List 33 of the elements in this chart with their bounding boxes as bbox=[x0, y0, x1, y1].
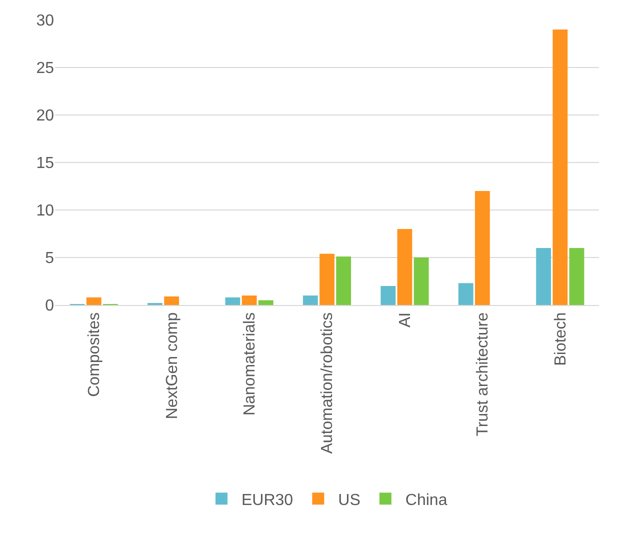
x-tick-label: Composites bbox=[86, 312, 104, 397]
y-tick-label: 10 bbox=[36, 202, 54, 220]
bar bbox=[164, 296, 180, 305]
bar bbox=[397, 229, 412, 305]
x-tick-label: Trust architecture bbox=[474, 312, 492, 436]
bar bbox=[86, 297, 102, 305]
bar bbox=[414, 258, 429, 305]
bar bbox=[336, 256, 352, 305]
x-tick-label: Automation/robotics bbox=[319, 312, 336, 454]
bar bbox=[569, 248, 584, 305]
y-tick-label: 0 bbox=[45, 298, 54, 315]
x-tick-label: Biotech bbox=[552, 312, 570, 366]
y-tick-label: 25 bbox=[36, 60, 54, 78]
x-tick-label: AI bbox=[396, 312, 414, 328]
legend-label: China bbox=[405, 492, 448, 509]
y-tick-label: 15 bbox=[36, 155, 54, 172]
bar bbox=[380, 286, 396, 305]
bar bbox=[242, 296, 257, 305]
bar bbox=[302, 296, 318, 305]
y-tick-label: 20 bbox=[36, 108, 54, 125]
bar bbox=[320, 254, 334, 305]
x-tick-label: Nanomaterials bbox=[241, 312, 258, 416]
y-tick-label: 5 bbox=[45, 250, 54, 268]
bar bbox=[225, 297, 240, 305]
bar bbox=[536, 248, 552, 305]
y-tick-label: 30 bbox=[36, 12, 54, 30]
legend-label: EUR30 bbox=[242, 492, 294, 509]
bar bbox=[474, 191, 490, 305]
x-tick-label: NextGen comp bbox=[164, 312, 181, 420]
bar bbox=[458, 283, 474, 305]
legend-label: US bbox=[338, 492, 360, 509]
bar bbox=[258, 300, 274, 305]
bar bbox=[552, 30, 568, 305]
